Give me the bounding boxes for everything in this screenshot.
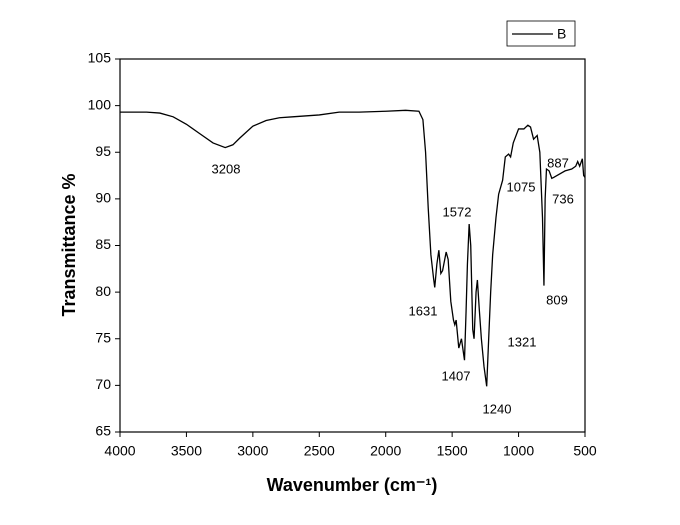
y-tick-label: 80 [95, 283, 111, 299]
plot-frame [119, 58, 586, 433]
y-tick-label: 75 [95, 329, 111, 345]
y-tick-label: 105 [88, 50, 112, 66]
peak-label: 1321 [508, 334, 537, 349]
peak-label: 809 [546, 292, 568, 307]
x-tick-label: 2500 [304, 443, 335, 459]
peak-label: 1407 [442, 368, 471, 383]
y-tick-label: 90 [95, 190, 111, 206]
x-tick-label: 4000 [104, 443, 135, 459]
x-tick-label: 1500 [437, 443, 468, 459]
legend-label: B [557, 26, 566, 42]
x-tick-label: 500 [573, 443, 597, 459]
peak-label: 1075 [507, 179, 536, 194]
y-tick-label: 85 [95, 236, 111, 252]
x-tick-label: 3000 [237, 443, 268, 459]
peak-label: 736 [552, 191, 574, 206]
x-tick-label: 2000 [370, 443, 401, 459]
peak-label: 1240 [483, 401, 512, 416]
series-line [120, 109, 586, 387]
y-tick-label: 70 [95, 376, 111, 392]
peak-label: 1631 [409, 303, 438, 318]
x-axis-title: Wavenumber (cm⁻¹) [267, 475, 438, 495]
peak-label: 3208 [212, 161, 241, 176]
x-tick-label: 1000 [503, 443, 534, 459]
y-tick-label: 100 [88, 96, 112, 112]
peak-label: 887 [547, 155, 569, 170]
x-tick-label: 3500 [171, 443, 202, 459]
peak-label: 1572 [443, 204, 472, 219]
y-axis-title: Transmittance % [59, 173, 79, 316]
y-tick-label: 95 [95, 143, 111, 159]
y-tick-label: 65 [95, 423, 111, 439]
